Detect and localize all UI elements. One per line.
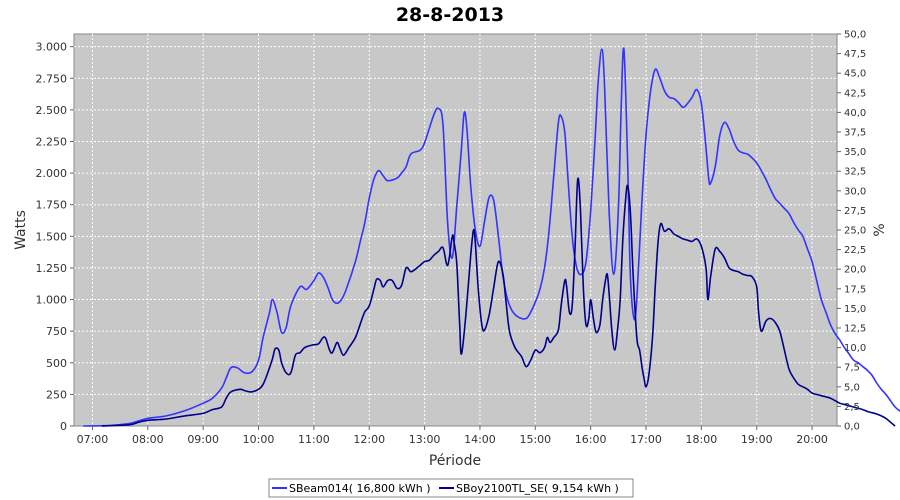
x-tick-label: 15:00 xyxy=(519,433,551,446)
x-tick-label: 09:00 xyxy=(187,433,219,446)
y-axis-left: 0 250 500 750 1.000 1.250 1.500 1.750 2.000 2.250… xyxy=(36,41,74,433)
y-tick-label: 2.000 xyxy=(36,167,68,180)
y2-tick-label: 22,5 xyxy=(844,245,866,256)
legend-label-sbeam014: SBeam014( 16,800 kWh ) xyxy=(289,482,431,495)
y-tick-label: 2.250 xyxy=(36,135,68,148)
y2-tick-label: 17,5 xyxy=(844,284,866,295)
x-tick-label: 19:00 xyxy=(741,433,773,446)
y2-tick-label: 0,0 xyxy=(844,422,860,433)
y-tick-label: 1.500 xyxy=(36,230,68,243)
x-tick-label: 07:00 xyxy=(77,433,109,446)
y2-tick-label: 40,0 xyxy=(844,108,866,119)
x-tick-label: 18:00 xyxy=(686,433,718,446)
y-tick-label: 1.000 xyxy=(36,294,68,307)
legend-label-sboy2100tl: SBoy2100TL_SE( 9,154 kWh ) xyxy=(456,482,619,495)
y-tick-label: 500 xyxy=(46,357,67,370)
y2-tick-label: 45,0 xyxy=(844,69,866,80)
series-lines xyxy=(83,47,900,427)
x-tick-label: 10:00 xyxy=(243,433,275,446)
y2-tick-label: 15,0 xyxy=(844,304,866,315)
x-tick-label: 12:00 xyxy=(353,433,385,446)
y2-tick-label: 35,0 xyxy=(844,147,866,158)
y-tick-label: 0 xyxy=(60,420,67,433)
x-tick-label: 16:00 xyxy=(575,433,607,446)
y-axis-title: Watts xyxy=(13,210,29,250)
y-tick-label: 250 xyxy=(46,388,67,401)
y-tick-label: 2.750 xyxy=(36,72,68,85)
y2-tick-label: 12,5 xyxy=(844,324,866,335)
y-axis-right: 0,0 2,5 5,0 7,5 10,0 12,5 15,0 17,5 20,0 22,5 25,0… xyxy=(837,30,866,433)
y2-tick-label: 25,0 xyxy=(844,226,866,237)
y2-tick-label: 37,5 xyxy=(844,128,866,139)
x-axis: 07:00 08:00 09:00 10:00 11:00 12:00 13:00 14:00… xyxy=(77,426,828,446)
y2-axis-title: % xyxy=(872,223,888,236)
y2-tick-label: 30,0 xyxy=(844,186,866,197)
y-tick-label: 1.750 xyxy=(36,199,68,212)
y-tick-label: 3.000 xyxy=(36,41,68,54)
x-tick-label: 17:00 xyxy=(630,433,662,446)
legend: SBeam014( 16,800 kWh ) SBoy2100TL_SE( 9,… xyxy=(268,478,634,498)
y2-tick-label: 7,5 xyxy=(844,363,860,374)
x-axis-title: Période xyxy=(429,453,481,469)
x-tick-label: 14:00 xyxy=(464,433,496,446)
x-tick-label: 20:00 xyxy=(796,433,828,446)
y-tick-label: 2.500 xyxy=(36,104,68,117)
y-tick-label: 750 xyxy=(46,325,67,338)
x-tick-label: 11:00 xyxy=(298,433,330,446)
y2-tick-label: 2,5 xyxy=(844,402,860,413)
y2-tick-label: 50,0 xyxy=(844,30,866,41)
y2-tick-label: 5,0 xyxy=(844,382,860,393)
y2-tick-label: 32,5 xyxy=(844,167,866,178)
x-tick-label: 08:00 xyxy=(132,433,164,446)
x-tick-label: 13:00 xyxy=(409,433,441,446)
y2-tick-label: 10,0 xyxy=(844,343,866,354)
y2-tick-label: 42,5 xyxy=(844,88,866,99)
y-tick-label: 1.250 xyxy=(36,262,68,275)
chart-title: 28-8-2013 xyxy=(396,4,504,26)
series-line-sboy2100tl xyxy=(101,177,896,427)
y2-tick-label: 47,5 xyxy=(844,49,866,60)
y2-tick-label: 20,0 xyxy=(844,265,866,276)
y2-tick-label: 27,5 xyxy=(844,206,866,217)
grid xyxy=(74,34,837,426)
series-line-sbeam014 xyxy=(83,47,900,427)
